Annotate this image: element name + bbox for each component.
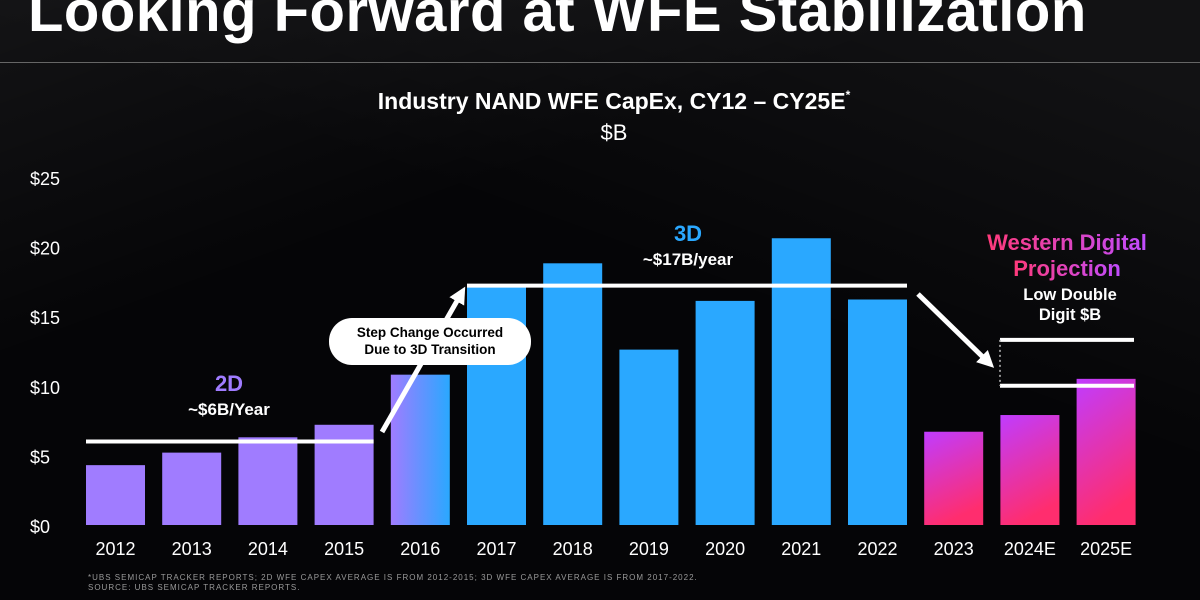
projection-subtitle: Digit $B [1039, 306, 1101, 324]
bar [1000, 415, 1060, 525]
callout-bubble [329, 318, 531, 365]
x-tick-label: 2014 [248, 539, 288, 559]
average-label: 3D [674, 221, 702, 246]
y-tick-label: $15 [30, 308, 60, 328]
x-tick-label: 2025E [1080, 539, 1132, 559]
bar [86, 465, 145, 525]
x-tick-label: 2022 [857, 539, 897, 559]
x-tick-label: 2017 [476, 539, 516, 559]
callout-text: Due to 3D Transition [364, 342, 495, 357]
x-tick-label: 2013 [172, 539, 212, 559]
projection-arrow [916, 292, 995, 368]
y-tick-label: $5 [30, 447, 50, 467]
bar [1076, 378, 1136, 525]
chart-unit: $B [600, 120, 628, 145]
x-tick-label: 2021 [781, 539, 821, 559]
x-tick-label: 2018 [553, 539, 593, 559]
y-tick-label: $10 [30, 378, 60, 398]
projection-title: Western Digital [987, 230, 1147, 255]
bar [771, 238, 831, 526]
average-sublabel: ~$6B/Year [188, 400, 270, 419]
bar [848, 299, 907, 525]
headline: Looking Forward at WFE Stabilization [28, 0, 1087, 44]
x-tick-label: 2024E [1004, 539, 1056, 559]
title-divider [0, 62, 1200, 63]
chart-title-marker: * [845, 88, 851, 102]
footnote-line-2: SOURCE: UBS SEMICAP TRACKER REPORTS. [88, 583, 301, 592]
footnote-line-1: *UBS SEMICAP TRACKER REPORTS; 2D WFE CAP… [88, 573, 698, 582]
bar [695, 300, 755, 525]
bar [162, 452, 222, 525]
average-sublabel: ~$17B/year [643, 250, 734, 269]
bar [543, 263, 603, 525]
chart-title-text: Industry NAND WFE CapEx, CY12 – CY25E [377, 88, 846, 114]
bar [924, 431, 984, 525]
x-tick-label: 2023 [934, 539, 974, 559]
y-tick-label: $25 [30, 169, 60, 189]
x-tick-label: 2012 [95, 539, 135, 559]
x-tick-label: 2016 [400, 539, 440, 559]
projection-title: Projection [1013, 256, 1121, 281]
callout-text: Step Change Occurred [357, 325, 503, 340]
x-tick-label: 2019 [629, 539, 669, 559]
chart-title: Industry NAND WFE CapEx, CY12 – CY25E* [0, 88, 1200, 115]
average-label: 2D [215, 371, 243, 396]
x-tick-label: 2020 [705, 539, 745, 559]
projection-subtitle: Low Double [1023, 286, 1117, 304]
y-tick-label: $20 [30, 239, 60, 259]
bar [619, 349, 679, 525]
x-tick-label: 2015 [324, 539, 364, 559]
bar [238, 437, 298, 525]
y-tick-label: $0 [30, 517, 50, 537]
footnote: *UBS SEMICAP TRACKER REPORTS; 2D WFE CAP… [88, 573, 698, 593]
